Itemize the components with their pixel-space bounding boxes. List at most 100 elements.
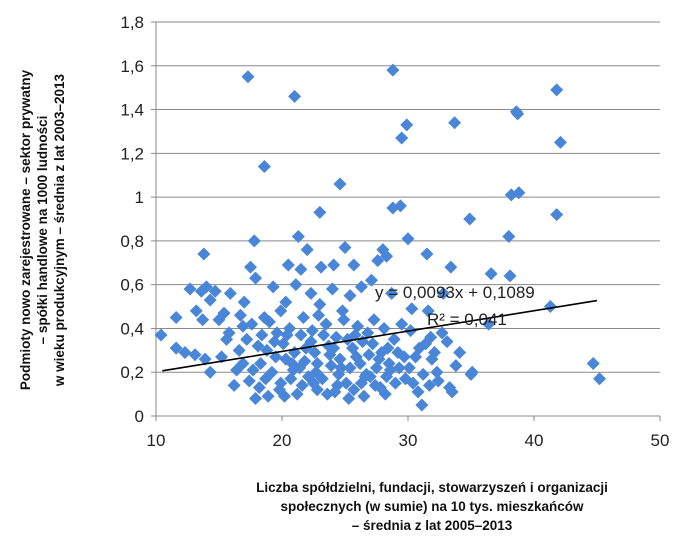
- r-squared-label: R² = 0,041: [427, 310, 507, 329]
- data-point: [440, 335, 454, 349]
- data-point: [203, 293, 217, 307]
- data-point: [313, 297, 327, 311]
- data-point: [553, 135, 567, 149]
- data-point: [290, 387, 304, 401]
- data-point: [445, 385, 459, 399]
- data-point: [411, 385, 425, 399]
- data-point: [217, 306, 231, 320]
- data-point: [463, 212, 477, 226]
- data-point: [236, 356, 250, 370]
- data-point: [380, 370, 394, 384]
- data-point: [329, 330, 343, 344]
- data-point: [197, 247, 211, 261]
- data-point: [222, 326, 236, 340]
- data-point: [242, 374, 256, 388]
- data-point: [296, 311, 310, 324]
- data-point: [482, 317, 496, 331]
- data-point: [357, 389, 371, 403]
- data-point: [298, 354, 312, 368]
- data-point: [430, 365, 444, 379]
- data-point: [295, 378, 309, 392]
- data-point: [255, 328, 269, 342]
- data-point: [338, 240, 352, 254]
- y-tick-label: 1,2: [120, 144, 144, 163]
- data-point: [304, 335, 318, 349]
- data-point: [169, 341, 183, 355]
- data-point: [257, 159, 271, 173]
- data-point: [453, 346, 467, 360]
- data-point: [509, 105, 523, 119]
- data-point: [335, 304, 349, 318]
- data-point: [550, 83, 564, 97]
- data-point: [444, 260, 458, 274]
- data-point: [421, 304, 435, 318]
- data-point: [320, 387, 334, 401]
- y-tick-label: 0,6: [120, 276, 144, 295]
- data-point: [312, 308, 326, 322]
- data-point: [267, 335, 281, 349]
- data-point: [332, 367, 346, 381]
- data-point: [371, 254, 385, 268]
- data-point: [262, 315, 276, 329]
- data-point: [281, 258, 295, 272]
- data-point: [208, 284, 222, 298]
- data-point: [196, 313, 210, 327]
- trendline-line: [162, 299, 598, 372]
- data-point: [393, 199, 407, 213]
- gridlines: [156, 21, 660, 373]
- data-point: [300, 243, 314, 257]
- data-point: [327, 258, 341, 272]
- data-point: [367, 313, 381, 327]
- axes: [151, 21, 661, 421]
- y-axis-title-line-3: w wieku produkcyjnym – średnia z lat 200…: [52, 73, 67, 387]
- data-point: [244, 260, 257, 274]
- data-point: [342, 391, 356, 405]
- data-point: [420, 247, 434, 261]
- x-axis-title-line-2: społecznych (w sumie) na 10 tys. mieszka…: [280, 499, 584, 514]
- x-axis-title: Liczba spółdzielni, fundacji, stowarzysz…: [256, 480, 608, 533]
- data-point: [385, 286, 399, 300]
- data-point: [427, 346, 441, 360]
- data-point: [246, 363, 260, 377]
- y-tick-label: 0,4: [120, 319, 144, 338]
- data-point: [343, 361, 357, 375]
- data-point: [223, 286, 237, 300]
- data-point: [317, 328, 331, 342]
- data-point: [361, 326, 375, 340]
- data-point: [241, 70, 255, 84]
- data-point: [232, 343, 246, 357]
- data-point: [402, 361, 416, 375]
- data-point: [254, 356, 268, 370]
- data-point: [593, 372, 607, 386]
- data-point: [401, 232, 415, 246]
- data-point: [313, 205, 327, 219]
- y-tick-label: 1,4: [120, 101, 144, 120]
- data-points: [154, 63, 607, 412]
- data-point: [415, 398, 429, 412]
- data-point: [543, 300, 557, 314]
- data-point: [395, 131, 409, 145]
- y-tick-label: 1,8: [120, 13, 144, 32]
- data-point: [435, 326, 449, 340]
- data-point: [247, 234, 261, 248]
- x-tick-label: 30: [399, 431, 418, 450]
- trendline-equation: y = 0,0093x + 0,1089: [375, 283, 535, 302]
- data-point: [266, 280, 280, 294]
- data-point: [154, 328, 168, 342]
- data-point: [364, 273, 378, 287]
- data-point: [406, 376, 420, 390]
- data-point: [337, 313, 351, 327]
- data-point: [203, 365, 217, 379]
- data-point: [249, 391, 263, 405]
- y-tick-label: 0,2: [120, 363, 144, 382]
- data-point: [348, 328, 362, 342]
- data-point: [512, 186, 526, 200]
- data-point: [333, 352, 347, 366]
- data-point: [304, 286, 318, 300]
- data-point: [431, 374, 445, 388]
- data-point: [274, 304, 288, 318]
- data-point: [347, 258, 361, 272]
- data-point: [285, 356, 299, 370]
- data-point: [280, 328, 294, 342]
